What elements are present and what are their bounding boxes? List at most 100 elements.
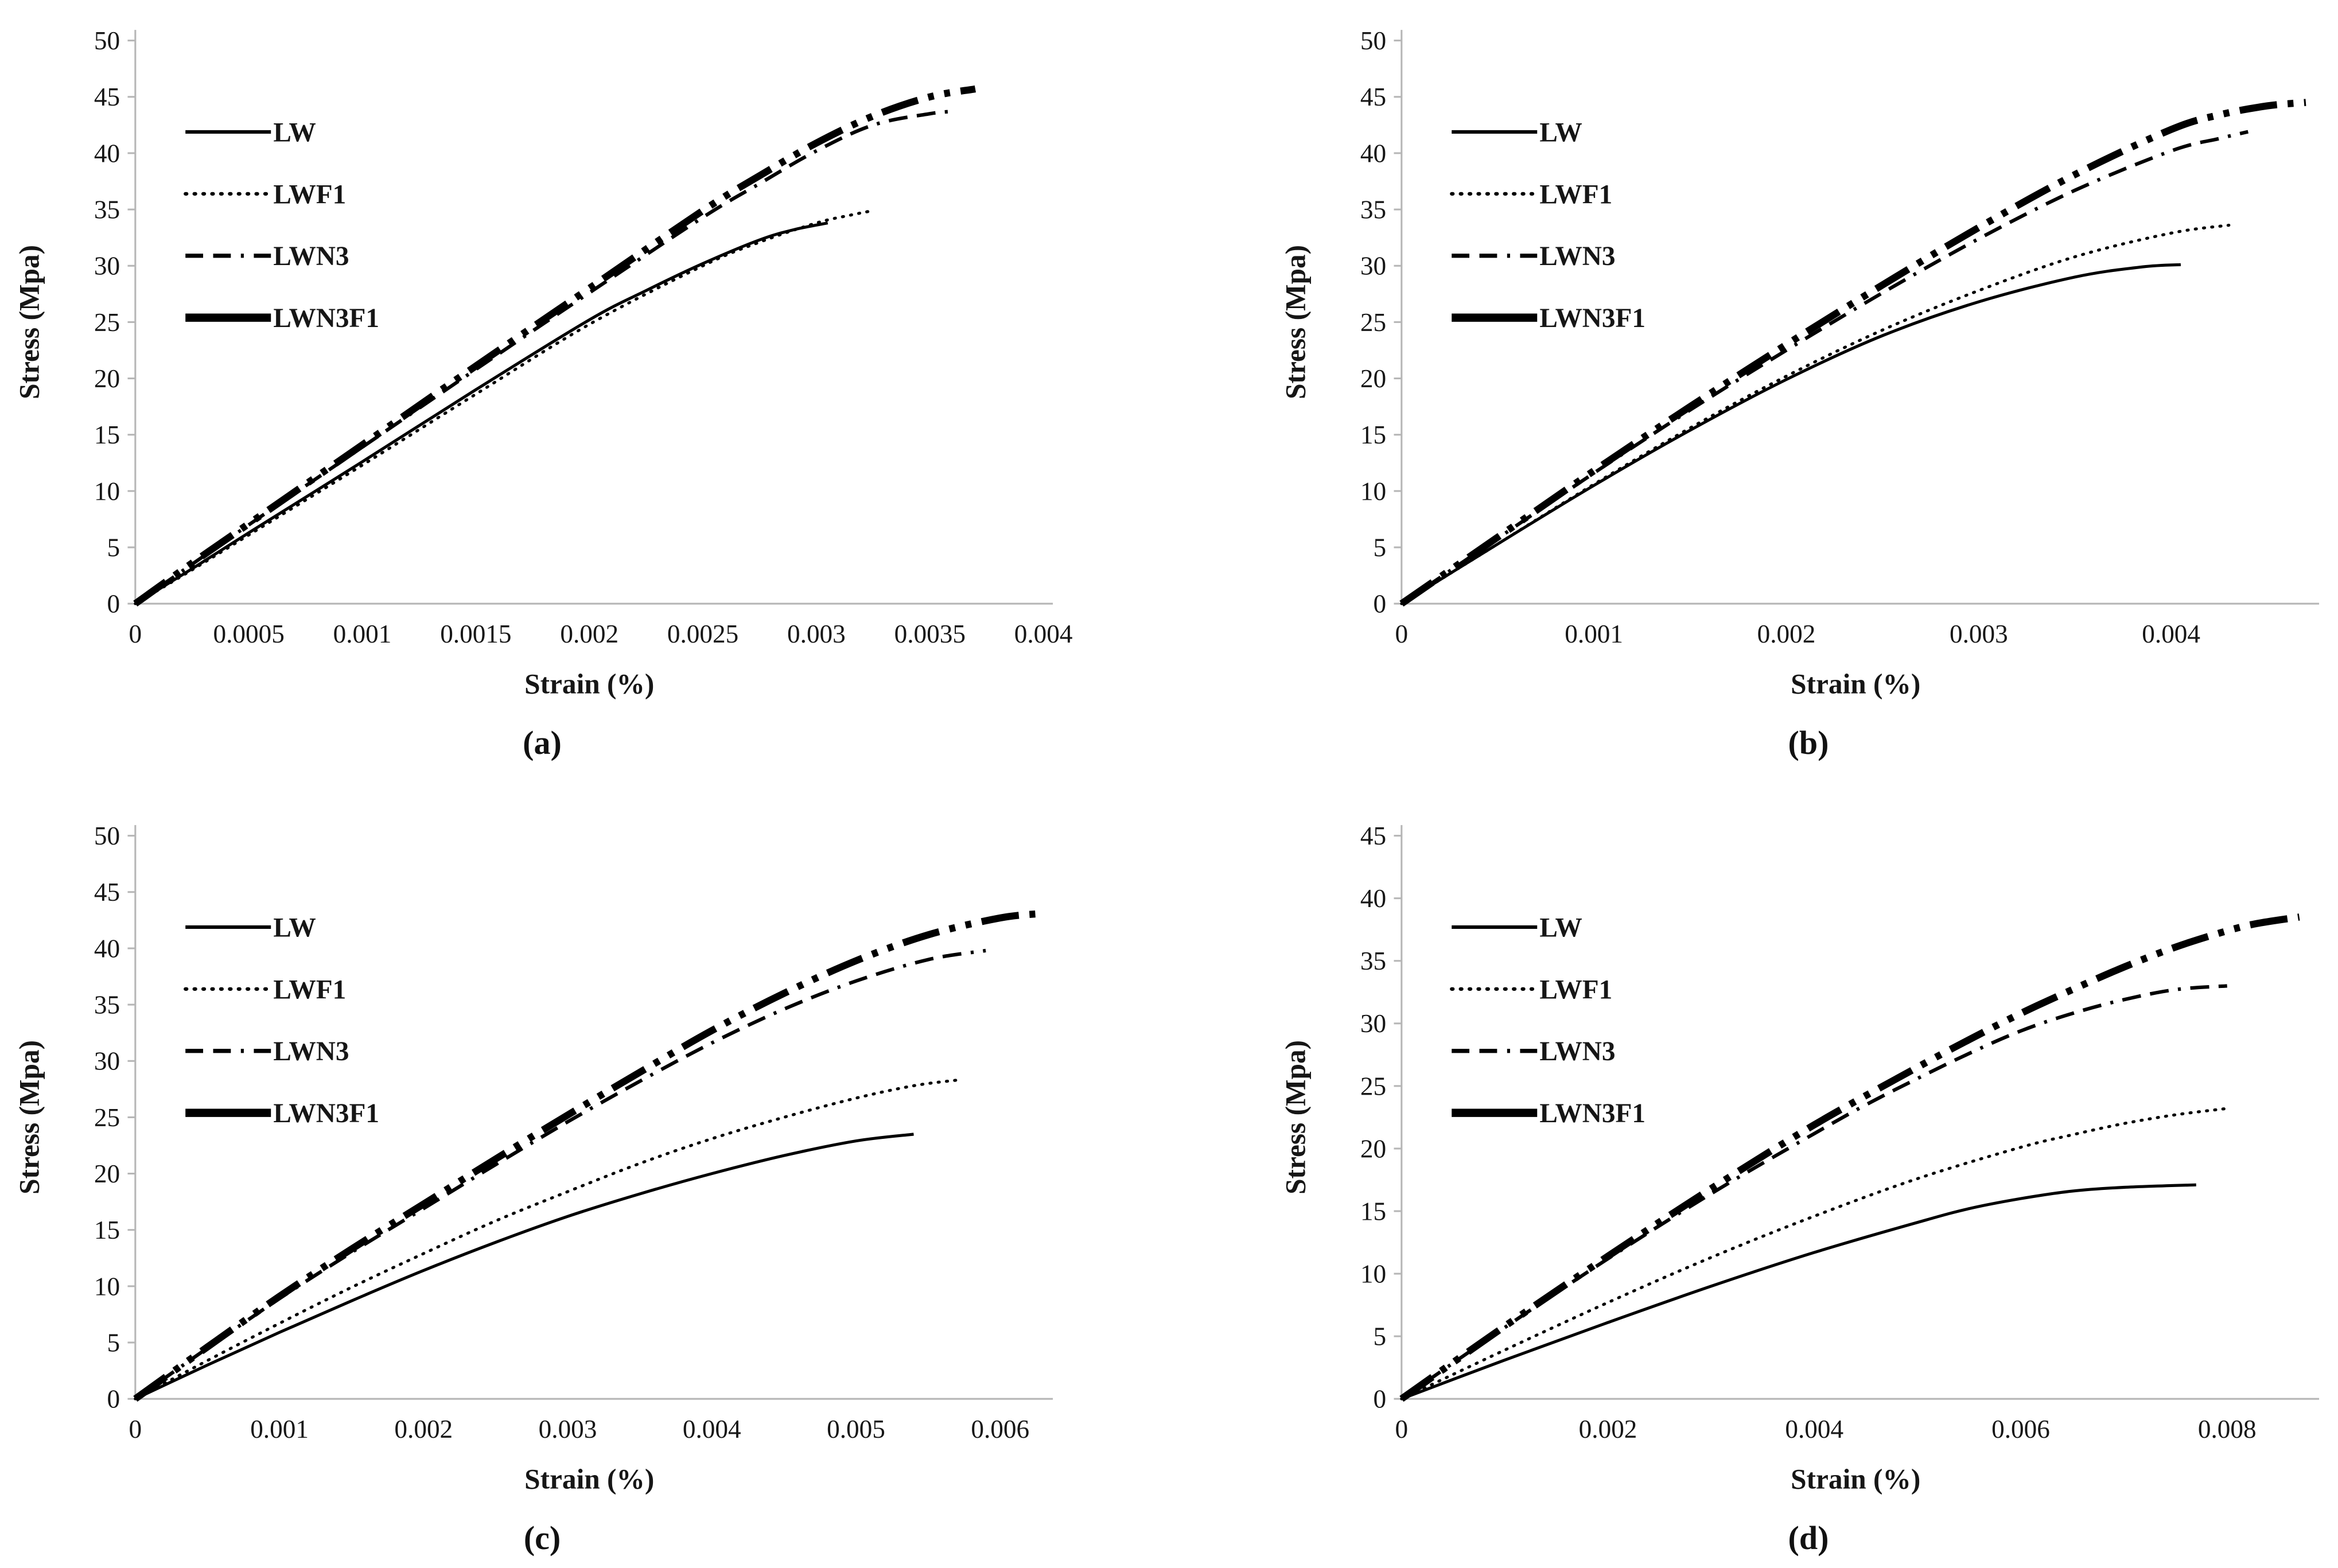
x-tick-label-0.002: 0.002 [560,620,618,648]
legend-item-LW: LW [1452,913,1582,943]
y-tick-label-45: 45 [94,83,120,111]
x-tick-label-0.004: 0.004 [683,1415,741,1444]
panel-cell-c: 0 5 10 15 20 25 30 35 40 45 50 0 0.001 0.002 0.003 0.00… [0,784,1169,1568]
y-tick-label-10: 10 [94,1272,120,1301]
legend-label: LWN3F1 [1539,1099,1645,1129]
x-tick-label-0.001: 0.001 [1565,620,1623,648]
chart-a: 0 5 10 15 20 25 30 35 40 45 50 0 0.0005 0.001 0.0015 0.… [13,26,1073,699]
y-tick-label-35: 35 [1360,947,1386,975]
x-tick-label-0.008: 0.008 [2198,1415,2257,1444]
legend-label: LW [273,913,316,943]
y-tick-label-15: 15 [1360,1197,1386,1225]
chart-c-caption: (c) [523,1519,561,1557]
y-tick-label-15: 15 [94,1216,120,1244]
legend-item-LWN3F1: LWN3F1 [1452,304,1645,333]
x-tick-label-0.004: 0.004 [2142,620,2200,648]
panel-c: 0 5 10 15 20 25 30 35 40 45 50 0 0.001 0.002 0.003 0.00… [11,803,1073,1557]
y-tick-label-25: 25 [94,308,120,337]
series-LW-path [134,1133,914,1400]
y-tick-label-40: 40 [1360,884,1386,913]
x-tick-label-0.005: 0.005 [827,1415,885,1444]
legend-item-LWF1: LWF1 [184,975,346,1005]
series-LWF1-path [134,1079,959,1400]
x-tick-label-0.001: 0.001 [333,620,392,648]
y-tick-label-15: 15 [1360,421,1386,449]
y-tick-label-5: 5 [1374,1322,1387,1351]
x-tick-label-0.002: 0.002 [1757,620,1816,648]
y-axis-title: Stress (Mpa) [1279,1040,1311,1195]
legend-label: LWF1 [273,975,346,1005]
y-tick-label-40: 40 [1360,139,1386,168]
chart-d-caption: (d) [1788,1519,1829,1557]
legend-label: LWN3 [273,1037,349,1067]
chart-a-caption: (a) [523,724,562,761]
legend-label: LWN3 [1539,1037,1615,1067]
y-tick-label-0: 0 [1374,590,1387,618]
legend-item-LWN3: LWN3 [1452,1037,1616,1067]
y-tick-label-20: 20 [1360,364,1386,393]
x-tick-label-0.001: 0.001 [250,1415,309,1444]
y-tick-label-10: 10 [1360,1259,1386,1288]
y-tick-label-0: 0 [107,590,120,618]
y-tick-label-50: 50 [94,822,120,850]
y-tick-label-50: 50 [94,26,120,55]
series-LWN3F1-path [1399,99,2306,607]
y-tick-label-45: 45 [1360,83,1386,111]
series-LWN3F1-path [1399,913,2300,1402]
x-tick-label-0.002: 0.002 [1579,1415,1637,1444]
series-LWF1-path [1400,1107,2229,1400]
y-tick-label-35: 35 [94,991,120,1020]
series-LWN3-path [134,948,986,1400]
y-tick-label-0: 0 [107,1385,120,1414]
legend-item-LW: LW [185,913,316,943]
y-tick-label-5: 5 [107,1328,120,1357]
series-LWN3-path [1401,984,2227,1400]
legend-item-LW: LW [185,118,316,147]
x-tick-label-0.004: 0.004 [1014,620,1073,648]
x-tick-label-0.0025: 0.0025 [667,620,738,648]
panel-d: 0 5 10 15 20 25 30 35 40 45 0 0.002 0.004 0.006 0.008 S… [1278,803,2338,1557]
y-tick-label-15: 15 [94,421,120,449]
y-tick-label-30: 30 [94,252,120,281]
chart-d: 0 5 10 15 20 25 30 35 40 45 0 0.002 0.004 0.006 0.008 S… [1279,822,2320,1495]
legend-label: LW [1539,913,1582,943]
y-tick-label-25: 25 [1360,1072,1386,1100]
y-tick-label-5: 5 [107,533,120,562]
y-tick-label-45: 45 [1360,822,1386,850]
y-tick-label-35: 35 [1360,196,1386,224]
legend-item-LWN3F1: LWN3F1 [185,304,379,333]
y-tick-label-10: 10 [1360,477,1386,505]
panel-b: 0 5 10 15 20 25 30 35 40 45 50 0 0.001 0.002 0.003 0.00… [1278,8,2338,762]
chart-b: 0 5 10 15 20 25 30 35 40 45 50 0 0.001 0.002 0.003 0.00… [1279,26,2320,699]
x-tick-label-0.003: 0.003 [539,1415,597,1444]
legend-item-LW: LW [1452,118,1582,147]
y-tick-label-30: 30 [1360,1009,1386,1038]
legend-item-LWF1: LWF1 [1450,975,1612,1005]
panel-cell-d: 0 5 10 15 20 25 30 35 40 45 0 0.002 0.004 0.006 0.008 S… [1169,784,2338,1568]
legend-item-LWN3: LWN3 [1452,242,1616,271]
panel-cell-a: 0 5 10 15 20 25 30 35 40 45 50 0 0.0005 0.001 0.0015 0.… [0,0,1169,784]
y-axis-title: Stress (Mpa) [13,1040,45,1195]
legend-label: LWN3 [273,242,349,271]
y-axis-title: Stress (Mpa) [1279,245,1311,399]
x-tick-label-0: 0 [129,1415,142,1444]
y-tick-label-45: 45 [94,878,120,906]
legend-label: LWN3F1 [1539,304,1645,333]
series-LWF1-path [1400,223,2231,605]
legend-label: LW [273,118,316,147]
legend-label: LW [1539,118,1582,147]
panel-cell-b: 0 5 10 15 20 25 30 35 40 45 50 0 0.001 0.002 0.003 0.00… [1169,0,2338,784]
series-LW-path [134,221,828,605]
legend-label: LWN3F1 [273,304,379,333]
x-tick-label-0: 0 [1395,620,1409,648]
series-LWN3F1-path [133,909,1044,1402]
x-tick-label-0: 0 [129,620,142,648]
y-tick-label-30: 30 [1360,252,1386,281]
x-tick-label-0.0015: 0.0015 [440,620,511,648]
x-tick-label-0.0005: 0.0005 [213,620,285,648]
y-tick-label-50: 50 [1360,26,1386,55]
y-tick-label-35: 35 [94,196,120,224]
x-axis-title: Strain (%) [1791,668,1920,699]
legend-item-LWN3: LWN3 [185,242,349,271]
y-tick-label-0: 0 [1374,1385,1387,1414]
